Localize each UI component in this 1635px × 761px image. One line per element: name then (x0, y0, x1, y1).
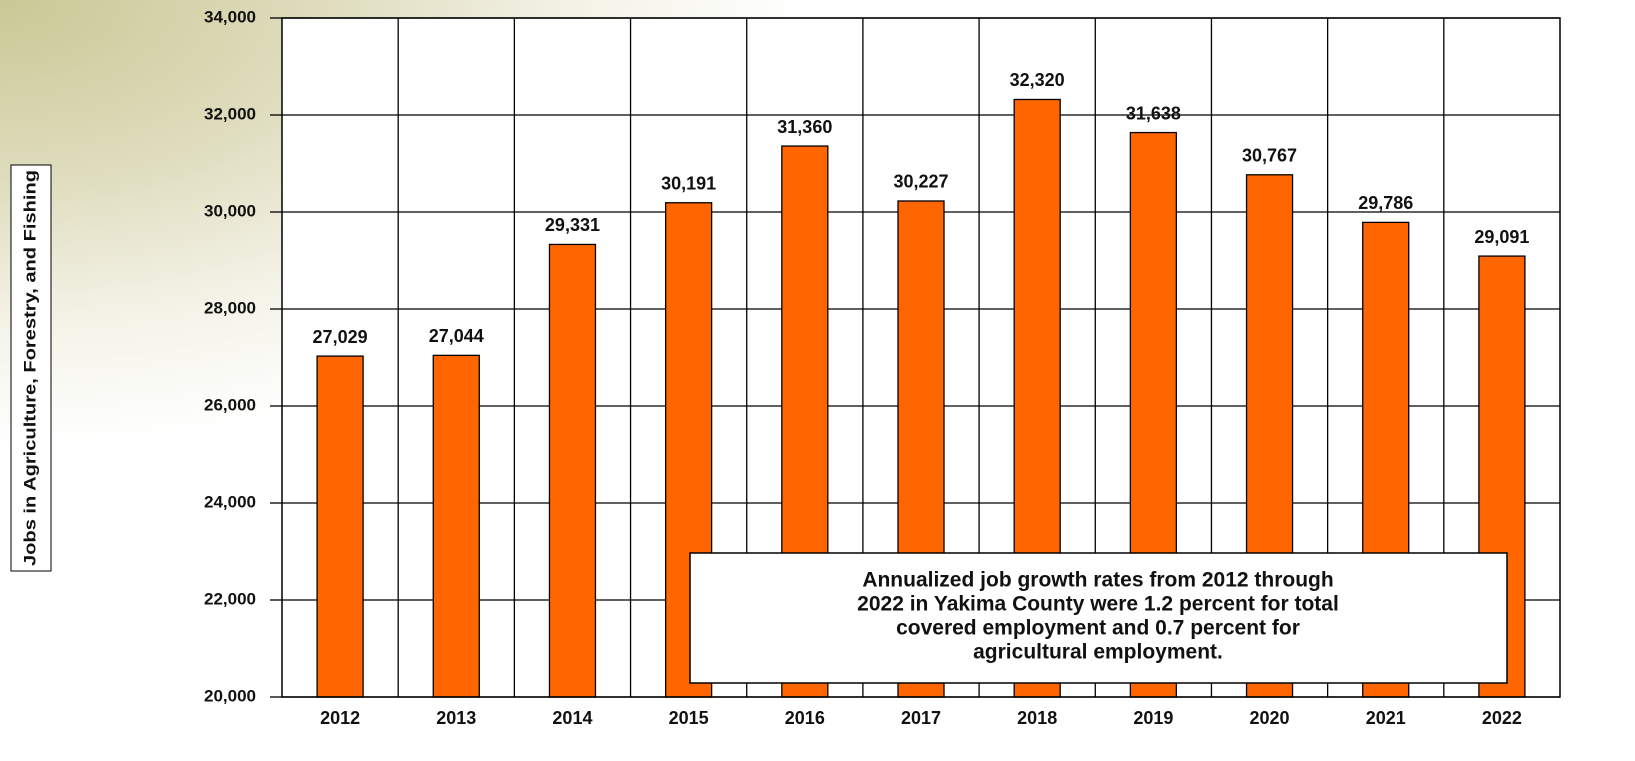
value-label: 27,029 (313, 327, 368, 347)
x-tick-label: 2014 (552, 708, 592, 728)
y-axis-label: Jobs in Agriculture, Forestry, and Fishi… (20, 170, 39, 566)
y-tick-label: 30,000 (204, 201, 256, 220)
y-tick-label: 26,000 (204, 395, 256, 414)
value-label: 27,044 (429, 326, 484, 346)
annotation-line: covered employment and 0.7 percent for (896, 617, 1300, 640)
value-label: 32,320 (1010, 70, 1065, 90)
bar (316, 355, 364, 698)
y-tick-label: 22,000 (204, 589, 256, 608)
y-tick-label: 32,000 (204, 104, 256, 123)
annotation-line: 2022 in Yakima County were 1.2 percent f… (857, 593, 1339, 616)
x-tick-label: 2019 (1133, 708, 1173, 728)
value-label: 30,227 (893, 172, 948, 192)
x-tick-label: 2018 (1017, 708, 1057, 728)
y-tick-label: 34,000 (204, 7, 256, 26)
value-label: 29,331 (545, 215, 600, 235)
bar (432, 354, 480, 698)
y-tick-label: 24,000 (204, 492, 256, 511)
value-label: 31,360 (777, 117, 832, 137)
annotation-line: agricultural employment. (973, 641, 1223, 664)
x-tick-label: 2017 (901, 708, 941, 728)
value-label: 29,091 (1474, 227, 1529, 247)
x-tick-label: 2012 (320, 708, 360, 728)
x-tick-label: 2015 (669, 708, 709, 728)
value-label: 31,638 (1126, 103, 1181, 123)
y-tick-label: 20,000 (204, 686, 256, 705)
x-tick-label: 2021 (1366, 708, 1406, 728)
y-tick-label: 28,000 (204, 298, 256, 317)
value-label: 30,191 (661, 173, 716, 193)
value-label: 29,786 (1358, 193, 1413, 213)
x-tick-label: 2016 (785, 708, 825, 728)
annotation-box (689, 552, 1508, 684)
x-tick-label: 2013 (436, 708, 476, 728)
annotation-line: Annualized job growth rates from 2012 th… (862, 569, 1333, 592)
y-axis-label-box (10, 164, 52, 572)
value-label: 30,767 (1242, 146, 1297, 166)
x-tick-label: 2022 (1482, 708, 1522, 728)
x-tick-label: 2020 (1250, 708, 1290, 728)
plot-border (281, 17, 1561, 698)
bar (548, 243, 597, 698)
